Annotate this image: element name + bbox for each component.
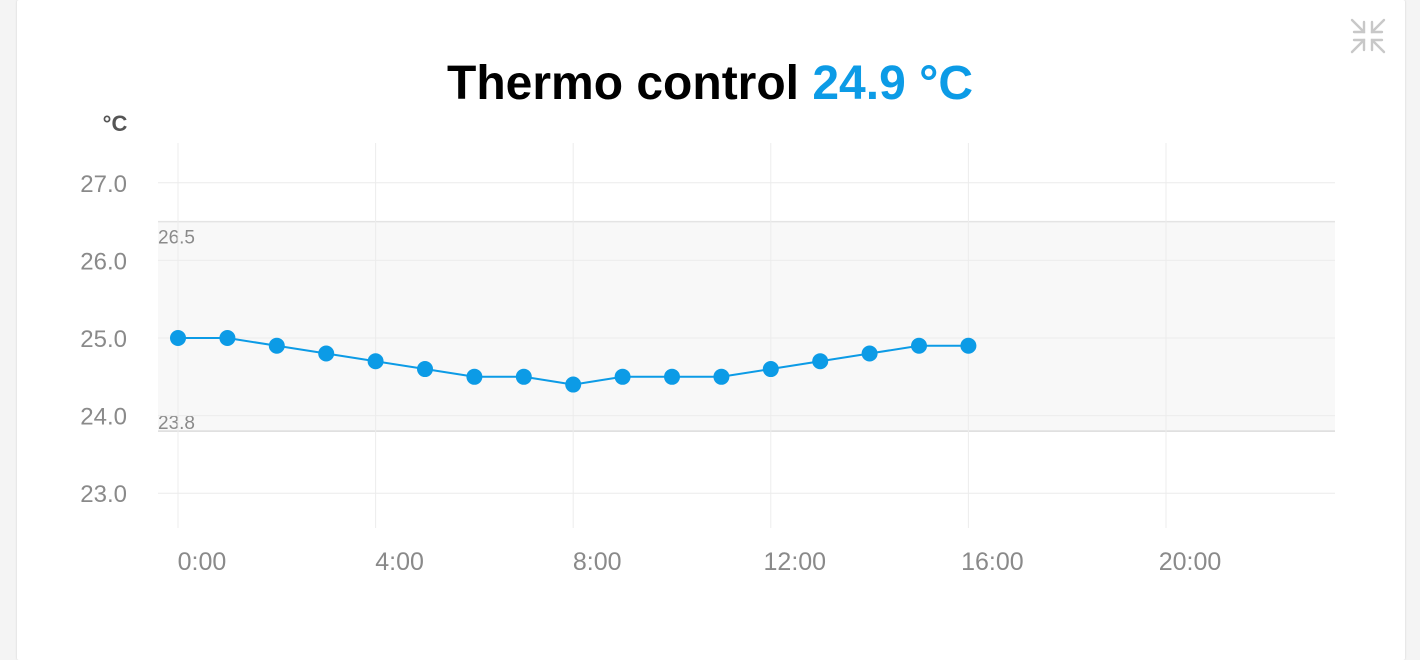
temperature-point[interactable] bbox=[812, 353, 829, 370]
y-tick-label: 24.0 bbox=[80, 404, 127, 431]
threshold-band bbox=[158, 221, 1335, 432]
temperature-point[interactable] bbox=[466, 368, 483, 385]
temperature-point[interactable] bbox=[170, 330, 186, 346]
y-tick-label: 23.0 bbox=[80, 481, 127, 508]
title-text: Thermo control bbox=[447, 57, 800, 110]
y-tick-label: 27.0 bbox=[80, 171, 127, 198]
temperature-point[interactable] bbox=[219, 330, 236, 346]
temperature-point[interactable] bbox=[614, 368, 631, 385]
x-tick-label: 16:00 bbox=[961, 548, 1024, 576]
y-tick-label: 25.0 bbox=[80, 326, 127, 353]
temperature-point[interactable] bbox=[861, 345, 878, 362]
temperature-point[interactable] bbox=[911, 337, 927, 354]
temperature-point[interactable] bbox=[268, 337, 285, 354]
chart-title: Thermo control 24.9 °C bbox=[0, 56, 1420, 111]
temperature-point[interactable] bbox=[762, 361, 779, 378]
y-tick-label: 26.0 bbox=[80, 248, 127, 275]
threshold-high-label: 26.5 bbox=[158, 228, 195, 249]
temperature-point[interactable] bbox=[565, 376, 582, 393]
temperature-point[interactable] bbox=[318, 345, 335, 362]
x-tick-label: 8:00 bbox=[573, 548, 622, 576]
x-tick-label: 0:00 bbox=[178, 548, 227, 576]
collapse-button[interactable] bbox=[1346, 14, 1390, 58]
x-tick-label: 20:00 bbox=[1159, 548, 1222, 576]
temperature-point[interactable] bbox=[367, 353, 384, 370]
temperature-point[interactable] bbox=[664, 368, 680, 385]
current-temperature: 24.9 °C bbox=[812, 57, 973, 110]
y-axis-unit-label: °C bbox=[103, 111, 128, 136]
temperature-point[interactable] bbox=[960, 337, 977, 354]
threshold-low-label: 23.8 bbox=[158, 413, 195, 434]
x-tick-label: 4:00 bbox=[375, 548, 424, 576]
temperature-point[interactable] bbox=[417, 361, 433, 378]
temperature-point[interactable] bbox=[515, 368, 532, 385]
collapse-arrows-icon bbox=[1350, 18, 1386, 54]
x-tick-label: 12:00 bbox=[764, 548, 827, 576]
temperature-point[interactable] bbox=[713, 368, 730, 385]
